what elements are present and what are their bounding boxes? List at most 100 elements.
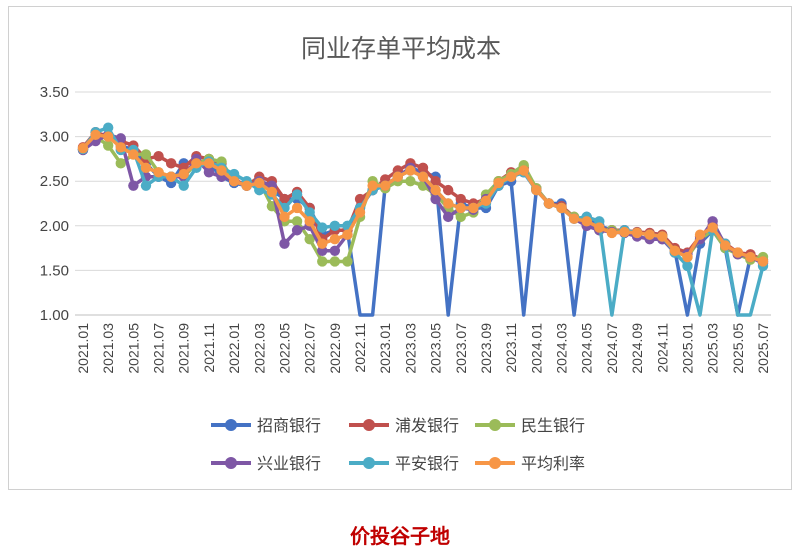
x-tick-label: 2024.09 — [629, 323, 645, 374]
x-tick-label: 2021.01 — [75, 323, 91, 374]
y-tick-label: 2.00 — [40, 218, 69, 235]
x-tick-label: 2021.07 — [151, 323, 167, 374]
x-tick-label: 2021.09 — [176, 323, 192, 374]
data-point — [291, 189, 303, 200]
data-point — [493, 177, 504, 189]
series-lines — [77, 122, 769, 317]
chart-title: 同业存单平均成本 — [301, 34, 501, 63]
data-point — [581, 216, 592, 227]
y-axis-ticks: 3.50 3.00 2.50 2.00 1.50 1.00 — [40, 84, 69, 324]
x-tick-label: 2024.03 — [554, 323, 570, 374]
legend-label: 平安银行 — [395, 454, 459, 473]
data-point — [165, 158, 177, 169]
y-tick-label: 1.00 — [40, 307, 69, 324]
data-point — [304, 233, 315, 245]
x-tick-label: 2021.03 — [100, 323, 116, 374]
data-point — [367, 180, 378, 191]
data-point — [254, 177, 265, 189]
gridlines — [75, 91, 771, 316]
data-point — [455, 211, 466, 223]
legend-label: 民生银行 — [521, 416, 585, 435]
data-point — [417, 162, 429, 174]
data-point — [455, 193, 466, 205]
watermark-caption: 价投谷子地 — [350, 524, 450, 548]
data-point — [329, 256, 341, 267]
x-tick-label: 2021.05 — [125, 323, 141, 374]
x-tick-label: 2024.05 — [579, 323, 595, 374]
data-point — [317, 256, 328, 267]
x-tick-label: 2023.09 — [478, 323, 494, 374]
data-point — [291, 225, 303, 236]
data-point — [707, 222, 718, 233]
data-point — [291, 202, 303, 214]
data-point — [279, 211, 290, 223]
legend-label: 兴业银行 — [257, 454, 321, 473]
x-tick-label: 2022.03 — [251, 323, 267, 374]
data-point — [178, 168, 189, 180]
data-point — [732, 247, 744, 258]
data-point — [216, 165, 227, 176]
data-point — [354, 207, 366, 218]
legend-label: 浦发银行 — [395, 416, 459, 435]
data-point — [317, 238, 328, 249]
data-point — [279, 238, 290, 249]
data-point — [757, 256, 769, 267]
data-point — [556, 202, 567, 214]
chart-frame: 同业存单平均成本 3.50 3.00 2.50 2.00 1.50 1.00 2021.0… — [8, 6, 792, 490]
data-point — [153, 151, 164, 162]
series-3 — [77, 131, 769, 267]
series-5 — [77, 122, 769, 317]
x-tick-label: 2022.11 — [352, 323, 368, 373]
data-point — [140, 180, 152, 191]
x-tick-label: 2024.01 — [528, 323, 544, 374]
y-tick-label: 1.50 — [40, 262, 69, 279]
y-tick-label: 3.50 — [40, 84, 69, 101]
data-point — [430, 193, 441, 205]
data-point — [417, 171, 429, 182]
x-tick-label: 2025.05 — [730, 323, 746, 374]
x-tick-label: 2025.01 — [679, 323, 695, 374]
x-tick-label: 2022.01 — [226, 323, 242, 374]
data-point — [468, 202, 479, 214]
data-point — [631, 227, 643, 239]
data-point — [682, 260, 693, 272]
data-point — [115, 158, 126, 169]
data-point — [115, 142, 126, 153]
data-point — [228, 168, 240, 180]
data-point — [543, 198, 555, 209]
data-point — [90, 129, 101, 141]
legend-swatch-marker — [225, 457, 237, 469]
legend-item: 浦发银行 — [349, 416, 459, 435]
data-point — [317, 222, 328, 233]
series-4 — [77, 129, 769, 269]
data-point — [720, 240, 731, 251]
legend-swatch-marker — [489, 457, 501, 469]
data-point — [304, 207, 315, 218]
x-tick-label: 2024.07 — [604, 323, 620, 374]
data-point — [442, 184, 454, 196]
data-point — [682, 251, 693, 263]
data-point — [153, 167, 164, 178]
legend-swatch-marker — [225, 419, 237, 431]
data-point — [266, 186, 278, 198]
data-point — [115, 133, 126, 144]
data-point — [455, 202, 466, 214]
x-axis-ticks: 2021.01 2021.03 2021.05 2021.07 2021.09 2021.… — [75, 323, 771, 374]
x-tick-label: 2025.07 — [755, 323, 771, 374]
data-point — [203, 167, 215, 178]
x-tick-label: 2023.01 — [377, 323, 393, 374]
x-tick-label: 2025.03 — [705, 323, 721, 374]
legend-swatch-marker — [363, 419, 375, 431]
data-point — [606, 227, 618, 239]
data-point — [380, 180, 391, 191]
x-tick-label: 2022.05 — [276, 323, 292, 374]
x-tick-label: 2024.11 — [654, 323, 670, 373]
data-point — [203, 158, 215, 169]
data-point — [77, 142, 89, 154]
data-point — [619, 226, 630, 238]
legend-label: 平均利率 — [521, 454, 585, 473]
data-point — [165, 171, 177, 182]
data-point — [568, 213, 580, 224]
data-point — [442, 211, 454, 223]
x-tick-label: 2023.07 — [453, 323, 469, 374]
